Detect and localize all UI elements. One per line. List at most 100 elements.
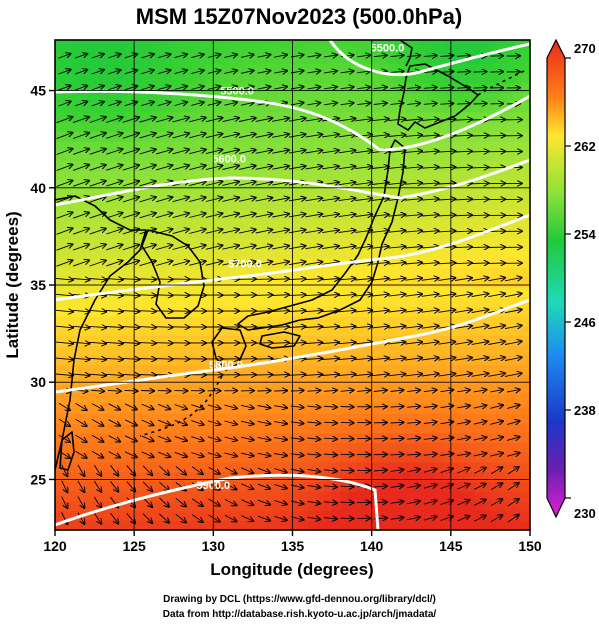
field-cell: [474, 277, 484, 288]
field-cell: [379, 500, 389, 512]
field-cell: [165, 73, 175, 84]
field-cell: [332, 218, 341, 230]
field-cell: [332, 442, 341, 453]
field-cell: [78, 355, 88, 366]
field-cell: [229, 345, 238, 356]
field-cell: [276, 248, 286, 259]
field-cell: [221, 442, 230, 453]
field-cell: [110, 73, 119, 84]
field-cell: [387, 461, 396, 473]
field-cell: [419, 432, 428, 444]
field-cell: [332, 491, 341, 502]
field-cell: [363, 102, 373, 113]
wind-arrow: [257, 483, 270, 489]
field-cell: [466, 150, 476, 162]
field-cell: [340, 403, 349, 414]
field-cell: [229, 189, 238, 200]
wind-arrow: [355, 167, 372, 169]
wind-arrow: [340, 87, 354, 89]
field-cell: [126, 345, 135, 356]
field-cell: [189, 92, 199, 103]
field-cell: [292, 218, 301, 230]
wind-arrow: [405, 167, 422, 169]
field-cell: [458, 325, 468, 337]
wind-arrow: [338, 166, 356, 168]
field-cell: [363, 43, 373, 55]
field-cell: [221, 520, 230, 530]
wind-arrow: [454, 135, 472, 136]
field-cell: [197, 413, 206, 424]
field-cell: [340, 432, 349, 444]
wind-arrow: [75, 434, 87, 442]
wind-arrow: [75, 418, 87, 426]
x-tick-label: 140: [360, 538, 384, 554]
field-cell: [189, 393, 199, 405]
field-cell: [427, 189, 436, 200]
field-cell: [110, 111, 119, 123]
field-cell: [55, 102, 64, 113]
field-cell: [300, 40, 309, 45]
wind-arrow: [239, 230, 256, 234]
field-cell: [213, 141, 222, 152]
wind-arrow: [305, 358, 322, 359]
field-cell: [157, 452, 167, 463]
field-cell: [189, 374, 199, 385]
field-cell: [173, 296, 183, 307]
field-cell: [316, 316, 325, 327]
wind-arrow: [174, 419, 187, 425]
field-cell: [78, 364, 88, 375]
field-cell: [165, 384, 175, 395]
field-cell: [205, 102, 214, 113]
wind-arrow: [224, 453, 238, 456]
field-cell: [363, 92, 373, 103]
field-cell: [435, 92, 444, 103]
wind-arrow: [322, 214, 339, 217]
field-cell: [482, 189, 491, 200]
field-cell: [427, 277, 436, 288]
wind-arrow: [139, 261, 156, 267]
field-cell: [157, 73, 167, 84]
wind-arrow: [307, 422, 320, 423]
field-cell: [474, 209, 484, 220]
field-cell: [157, 335, 167, 346]
field-cell: [442, 170, 452, 181]
field-cell: [340, 277, 349, 288]
field-cell: [403, 461, 412, 473]
field-cell: [411, 170, 420, 181]
wind-arrow: [340, 454, 354, 455]
field-cell: [150, 286, 159, 298]
field-cell: [284, 82, 294, 94]
wind-arrow: [191, 466, 203, 474]
field-cell: [157, 82, 167, 94]
field-cell: [62, 267, 72, 278]
field-cell: [245, 170, 254, 181]
field-cell: [268, 170, 278, 181]
field-cell: [458, 53, 468, 64]
field-cell: [173, 345, 183, 356]
field-cell: [324, 121, 333, 132]
field-cell: [300, 325, 309, 337]
field-cell: [442, 520, 452, 530]
wind-arrow: [338, 135, 356, 137]
field-cell: [157, 393, 167, 405]
field-cell: [324, 218, 333, 230]
field-cell: [403, 170, 412, 181]
field-cell: [442, 500, 452, 512]
wind-arrow: [456, 72, 470, 73]
wind-arrow: [455, 294, 472, 297]
wind-arrow: [155, 261, 172, 266]
field-cell: [150, 121, 159, 132]
wind-arrow: [388, 135, 406, 137]
field-cell: [522, 491, 530, 502]
field-cell: [427, 102, 436, 113]
field-cell: [387, 189, 396, 200]
field-cell: [229, 121, 238, 132]
field-cell: [252, 82, 262, 94]
wind-arrow: [405, 358, 422, 360]
field-cell: [411, 209, 420, 220]
wind-arrow: [322, 166, 339, 169]
field-cell: [474, 121, 484, 132]
field-cell: [324, 296, 333, 307]
field-cell: [213, 316, 222, 327]
